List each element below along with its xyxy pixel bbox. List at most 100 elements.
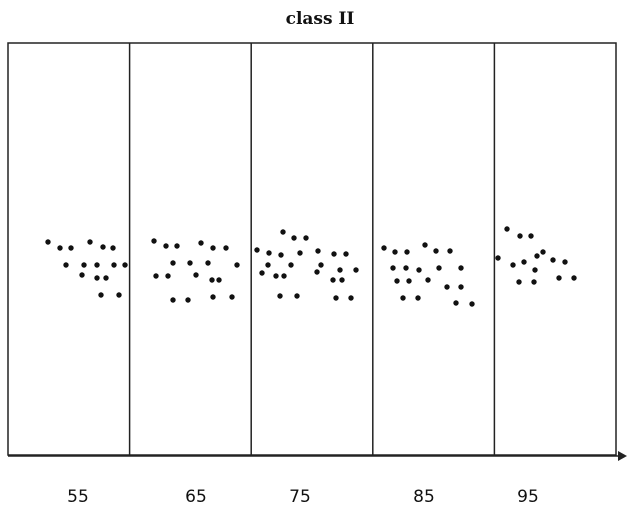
data-point xyxy=(534,253,540,259)
data-point xyxy=(353,267,359,273)
data-point xyxy=(216,277,222,283)
data-point xyxy=(404,249,410,255)
data-point xyxy=(516,279,522,285)
data-point xyxy=(294,293,300,299)
data-point xyxy=(556,275,562,281)
data-point xyxy=(425,277,431,283)
data-point xyxy=(400,295,406,301)
data-point xyxy=(273,273,279,279)
data-point xyxy=(100,244,106,250)
data-point xyxy=(521,259,527,265)
data-point xyxy=(348,295,354,301)
data-point xyxy=(403,265,409,271)
data-point xyxy=(198,240,204,246)
data-point xyxy=(165,273,171,279)
data-point xyxy=(277,293,283,299)
data-point xyxy=(343,251,349,257)
x-tick-label: 55 xyxy=(67,487,89,507)
data-point xyxy=(339,277,345,283)
data-point xyxy=(331,251,337,257)
data-point xyxy=(394,278,400,284)
data-point xyxy=(458,265,464,271)
data-point xyxy=(314,269,320,275)
x-tick-label: 65 xyxy=(185,487,207,507)
plot-frame xyxy=(7,42,627,461)
data-point xyxy=(153,273,159,279)
data-point xyxy=(151,238,157,244)
data-point xyxy=(170,260,176,266)
data-point xyxy=(87,239,93,245)
x-tick-label: 85 xyxy=(413,487,435,507)
data-point xyxy=(510,262,516,268)
data-point xyxy=(229,294,235,300)
data-point xyxy=(210,245,216,251)
data-point xyxy=(63,262,69,268)
data-point xyxy=(433,248,439,254)
data-point xyxy=(436,265,442,271)
data-point xyxy=(170,297,176,303)
data-point xyxy=(280,229,286,235)
data-point xyxy=(259,270,265,276)
x-tick-labels: 55 65 75 85 95 xyxy=(67,487,539,507)
data-point xyxy=(185,297,191,303)
data-point xyxy=(415,295,421,301)
data-point xyxy=(571,275,577,281)
data-point xyxy=(209,277,215,283)
data-point xyxy=(174,243,180,249)
data-point xyxy=(562,259,568,265)
data-point xyxy=(254,247,260,253)
data-point xyxy=(94,275,100,281)
data-point xyxy=(528,233,534,239)
x-tick-label: 95 xyxy=(517,487,539,507)
data-point xyxy=(68,245,74,251)
x-axis-arrow xyxy=(618,451,627,461)
data-point xyxy=(57,245,63,251)
chart-title: class II xyxy=(286,9,355,29)
data-point xyxy=(163,243,169,249)
data-point xyxy=(453,300,459,306)
data-point xyxy=(103,275,109,281)
data-point xyxy=(281,273,287,279)
x-tick-label: 75 xyxy=(289,487,311,507)
data-point xyxy=(469,301,475,307)
data-point xyxy=(381,245,387,251)
data-point xyxy=(458,284,464,290)
data-point xyxy=(210,294,216,300)
data-point xyxy=(288,262,294,268)
data-point xyxy=(81,262,87,268)
data-point xyxy=(422,242,428,248)
data-point xyxy=(265,262,271,268)
data-point xyxy=(278,252,284,258)
data-point xyxy=(495,255,501,261)
data-point xyxy=(79,272,85,278)
data-point xyxy=(116,292,122,298)
data-point xyxy=(416,267,422,273)
data-point xyxy=(447,248,453,254)
data-point xyxy=(223,245,229,251)
data-point xyxy=(444,284,450,290)
data-point xyxy=(98,292,104,298)
data-point xyxy=(540,249,546,255)
data-point xyxy=(333,295,339,301)
data-point xyxy=(122,262,128,268)
data-point xyxy=(504,226,510,232)
data-point xyxy=(337,267,343,273)
data-point xyxy=(111,262,117,268)
data-point xyxy=(392,249,398,255)
data-point xyxy=(205,260,211,266)
data-points xyxy=(45,226,577,307)
data-point xyxy=(297,250,303,256)
data-point xyxy=(330,277,336,283)
data-point xyxy=(291,235,297,241)
data-point xyxy=(532,267,538,273)
data-point xyxy=(517,233,523,239)
data-point xyxy=(531,279,537,285)
data-point xyxy=(193,272,199,278)
data-point xyxy=(266,250,272,256)
data-point xyxy=(318,262,324,268)
data-point xyxy=(94,262,100,268)
data-point xyxy=(45,239,51,245)
data-point xyxy=(390,265,396,271)
data-point xyxy=(303,235,309,241)
